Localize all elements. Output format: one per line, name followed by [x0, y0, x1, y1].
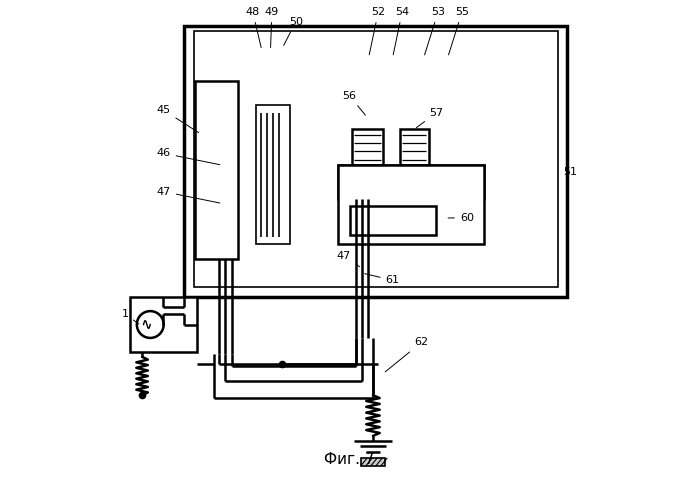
Text: 51: 51 — [563, 156, 577, 177]
Text: 61: 61 — [365, 274, 400, 285]
Bar — [194, 31, 558, 287]
Bar — [130, 297, 197, 352]
Text: 55: 55 — [449, 7, 469, 55]
Text: 50: 50 — [284, 17, 303, 46]
Text: 60: 60 — [448, 213, 474, 223]
Text: 45: 45 — [157, 105, 199, 133]
Text: 62: 62 — [385, 338, 428, 372]
Text: 48: 48 — [245, 7, 261, 47]
Bar — [400, 129, 428, 165]
Text: 1: 1 — [122, 309, 139, 324]
Bar — [338, 165, 484, 244]
Bar — [350, 206, 435, 235]
Text: 47: 47 — [337, 251, 359, 267]
Text: 57: 57 — [417, 108, 444, 128]
Text: 46: 46 — [157, 148, 220, 165]
Text: Фиг. 7: Фиг. 7 — [324, 452, 375, 467]
Bar — [185, 26, 568, 297]
Text: 49: 49 — [265, 7, 279, 47]
Text: 53: 53 — [424, 7, 445, 55]
Bar — [352, 129, 383, 165]
Bar — [338, 165, 484, 199]
Text: 47: 47 — [157, 187, 220, 203]
Bar — [256, 105, 289, 244]
Bar — [361, 458, 385, 466]
Text: 54: 54 — [393, 7, 409, 55]
Bar — [195, 81, 238, 259]
Text: 56: 56 — [343, 91, 366, 115]
Text: 52: 52 — [369, 7, 385, 55]
